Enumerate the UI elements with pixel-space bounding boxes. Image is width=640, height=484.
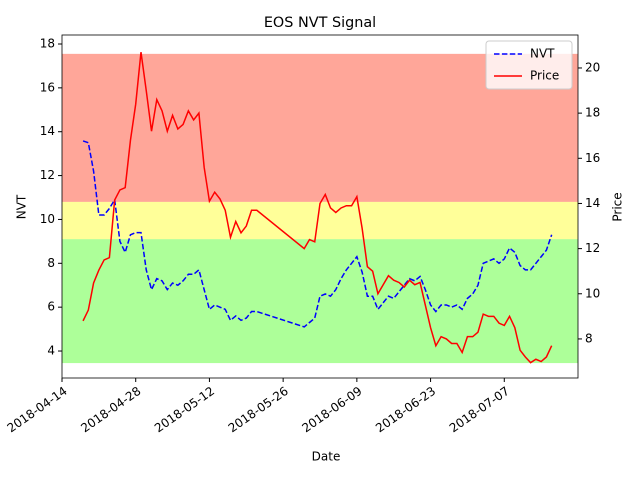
series-line (82, 52, 553, 364)
y-tick-label: 4 (47, 344, 55, 358)
y-tick-label: 16 (40, 80, 55, 94)
y-tick-label: 6 (47, 300, 55, 314)
legend-box (485, 40, 573, 90)
x-axis-label: Date (312, 450, 341, 464)
y-axis-label: NVT (15, 194, 29, 219)
y2-tick-label: 16 (585, 151, 600, 165)
y2-tick-label: 12 (585, 241, 600, 255)
series-line (82, 140, 553, 328)
y2-axis-label: Price (611, 192, 625, 221)
y2-tick-label: 10 (585, 286, 600, 300)
y2-tick-label: 14 (585, 196, 600, 210)
signal-band (62, 239, 578, 364)
y-tick-label: 10 (40, 212, 55, 226)
axes-frame (61, 34, 579, 379)
y-tick-label: 14 (40, 124, 55, 138)
legend-label: Price (530, 69, 559, 83)
y-tick-label: 18 (40, 36, 55, 50)
y-tick-label: 12 (40, 168, 55, 182)
legend-label: NVT (530, 47, 555, 61)
chart-title: EOS NVT Signal (264, 15, 376, 31)
y2-tick-label: 20 (585, 60, 600, 74)
y-tick-label: 8 (47, 256, 55, 270)
y2-tick-label: 8 (585, 331, 593, 345)
y2-tick-label: 18 (585, 106, 600, 120)
